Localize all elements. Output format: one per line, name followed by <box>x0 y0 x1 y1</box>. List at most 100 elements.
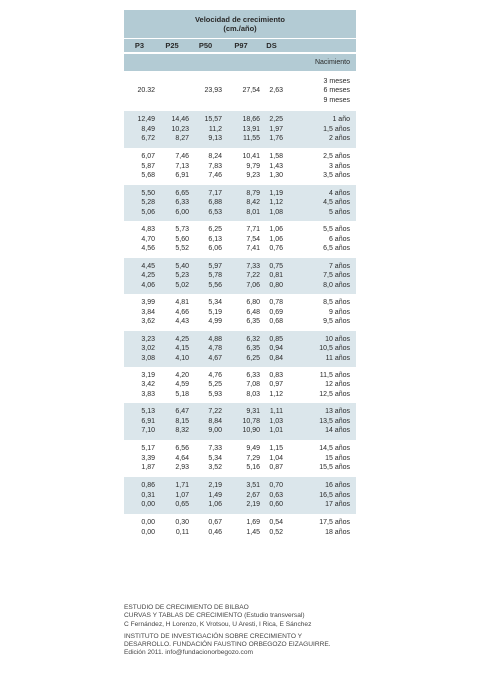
cell-p25: 4,25 4,15 4,10 <box>155 335 189 364</box>
table-row-group: 3,99 3,84 3,62 4,81 4,66 4,43 5,34 5,19 4,99 6,80… <box>124 294 356 331</box>
value-p50: 6,25 <box>208 226 222 234</box>
value-p50: 4,67 <box>208 354 222 362</box>
value-p97: 6,48 <box>246 308 260 316</box>
age-label: 2,5 años <box>323 153 350 161</box>
value-p25: 4,15 <box>175 345 189 353</box>
value-p25: 5,40 <box>175 262 189 270</box>
cell-p97: 6,32 6,35 6,25 <box>222 335 260 364</box>
value-p3: 4,25 <box>141 272 155 280</box>
footer-institute-line: Edición 2011. info@fundacionorbegozo.com <box>124 649 254 657</box>
cell-p25: 5,73 5,60 5,52 <box>155 225 189 254</box>
value-p97: 7,33 <box>246 262 260 270</box>
value-p50: 11,2 <box>208 125 222 133</box>
age-label: 17,5 años <box>319 519 350 527</box>
value-ds: 1,04 <box>269 454 283 462</box>
value-ds: 0,87 <box>269 464 283 472</box>
value-p97: 10,90 <box>242 427 260 435</box>
value-p50: 23,93 <box>204 87 222 95</box>
cell-ds: 1,19 1,12 1,08 <box>260 189 283 218</box>
value-p25: 4,81 <box>175 299 189 307</box>
table-body: 20.32 23,93 27,54 2,63 3 meses 6 meses 9 mese… <box>124 71 356 542</box>
cell-p50: 23,93 <box>189 86 222 96</box>
value-p50: 3,52 <box>208 464 222 472</box>
value-p50: 8,24 <box>208 153 222 161</box>
cell-p3: 3,19 3,42 3,83 <box>124 371 155 400</box>
cell-ds: 0,78 0,69 0,68 <box>260 298 283 327</box>
cell-p97: 8,79 8,42 8,01 <box>222 189 260 218</box>
age-label: 3 meses <box>323 77 350 85</box>
table-row-group: 0,86 0,31 0,00 1,71 1,07 0,65 2,19 1,49 1,06 3,51… <box>124 477 356 514</box>
value-p97: 7,71 <box>246 226 260 234</box>
value-ds: 0,83 <box>269 371 283 379</box>
cell-ds: 0,85 0,94 0,84 <box>260 335 283 364</box>
value-p3: 1,87 <box>141 464 155 472</box>
value-p25: 5,02 <box>175 281 189 289</box>
value-p3: 0,00 <box>141 529 155 536</box>
cell-p25: 14,46 10,23 8,27 <box>155 115 189 144</box>
value-ds: 0,60 <box>269 501 283 509</box>
cell-p50: 0,67 0,46 <box>189 518 222 537</box>
value-p97: 6,35 <box>246 318 260 326</box>
cell-p97: 9,49 7,29 5,16 <box>222 444 260 473</box>
value-ds: 1,12 <box>269 199 283 207</box>
value-p50: 6,88 <box>208 199 222 207</box>
value-p97: 7,41 <box>246 245 260 253</box>
age-label: 3,5 años <box>323 172 350 180</box>
value-p50: 1,06 <box>208 501 222 509</box>
cell-p50: 7,22 8,84 9,00 <box>189 407 222 436</box>
footer-study-line: C Fernández, H Lorenzo, K Vrotsou, U Are… <box>124 620 312 628</box>
value-p50: 6,13 <box>208 235 222 243</box>
footer-institute-line: INSTITUTO DE INVESTIGACIÓN SOBRE CRECIMI… <box>124 632 303 640</box>
age-label: 7 años <box>328 262 350 270</box>
column-header-p25: P25 <box>165 41 179 50</box>
cell-ds: 0,83 0,97 1,12 <box>260 371 283 400</box>
cell-age: 5,5 años 6 años 6,5 años <box>283 225 356 254</box>
value-ds: 0,85 <box>269 335 283 343</box>
table-row-group: 12,49 8,49 6,72 14,46 10,23 8,27 15,57 11,2 9,13… <box>124 111 356 148</box>
birth-row: Nacimiento <box>124 54 356 71</box>
value-p3: 0,00 <box>141 501 155 509</box>
age-label: 16 años <box>325 482 350 490</box>
value-p97: 2,67 <box>246 491 260 499</box>
cell-p25: 4,20 4,59 5,18 <box>155 371 189 400</box>
value-p25: 6,00 <box>175 208 189 216</box>
cell-p50: 4,76 5,25 5,93 <box>189 371 222 400</box>
column-header-p3: P3 <box>134 41 145 50</box>
age-label: 5 años <box>328 208 350 216</box>
cell-ds: 1,06 1,06 0,76 <box>260 225 283 254</box>
value-p50: 7,33 <box>208 445 222 453</box>
value-p50: 4,78 <box>208 345 222 353</box>
value-ds: 0,76 <box>269 245 283 253</box>
cell-age: 3 meses 6 meses 9 meses <box>283 77 356 106</box>
value-p50: 8,84 <box>208 417 222 425</box>
age-label: 15 años <box>325 454 350 462</box>
value-ds: 0,84 <box>269 354 283 362</box>
value-p25: 6,33 <box>175 199 189 207</box>
value-p3: 12,49 <box>137 116 155 124</box>
cell-p50: 7,33 5,34 3,52 <box>189 444 222 473</box>
table-row-group: 3,19 3,42 3,83 4,20 4,59 5,18 4,76 5,25 5,93 6,33… <box>124 367 356 403</box>
value-p25: 4,66 <box>175 308 189 316</box>
value-p25: 4,10 <box>175 354 189 362</box>
age-label: 8,0 años <box>323 281 350 289</box>
value-p3: 3,84 <box>141 308 155 316</box>
value-p25: 8,32 <box>175 427 189 435</box>
value-p3: 3,19 <box>141 371 155 379</box>
age-label: 13 años <box>325 408 350 416</box>
cell-p25: 5,40 5,23 5,02 <box>155 262 189 291</box>
column-header-row: P3 P25 P50 P97 DS <box>124 39 356 53</box>
cell-p3: 3,23 3,02 3,08 <box>124 335 155 364</box>
value-ds: 0,52 <box>269 529 283 536</box>
value-ds: 0,54 <box>269 519 283 527</box>
table-row-group: 4,45 4,25 4,06 5,40 5,23 5,02 5,97 5,78 5,56 7,33… <box>124 258 356 294</box>
cell-ds: 1,15 1,04 0,87 <box>260 444 283 473</box>
value-p25: 0,30 <box>175 519 189 527</box>
table-row-group: 3,23 3,02 3,08 4,25 4,15 4,10 4,88 4,78 4,67 6,32… <box>124 331 356 367</box>
value-ds: 0,69 <box>269 308 283 316</box>
value-p3: 3,08 <box>141 354 155 362</box>
value-p97: 7,29 <box>246 454 260 462</box>
value-p97: 1,45 <box>246 529 260 536</box>
cell-p97: 7,33 7,22 7,06 <box>222 262 260 291</box>
cell-p3: 12,49 8,49 6,72 <box>124 115 155 144</box>
value-p25 <box>155 86 189 96</box>
